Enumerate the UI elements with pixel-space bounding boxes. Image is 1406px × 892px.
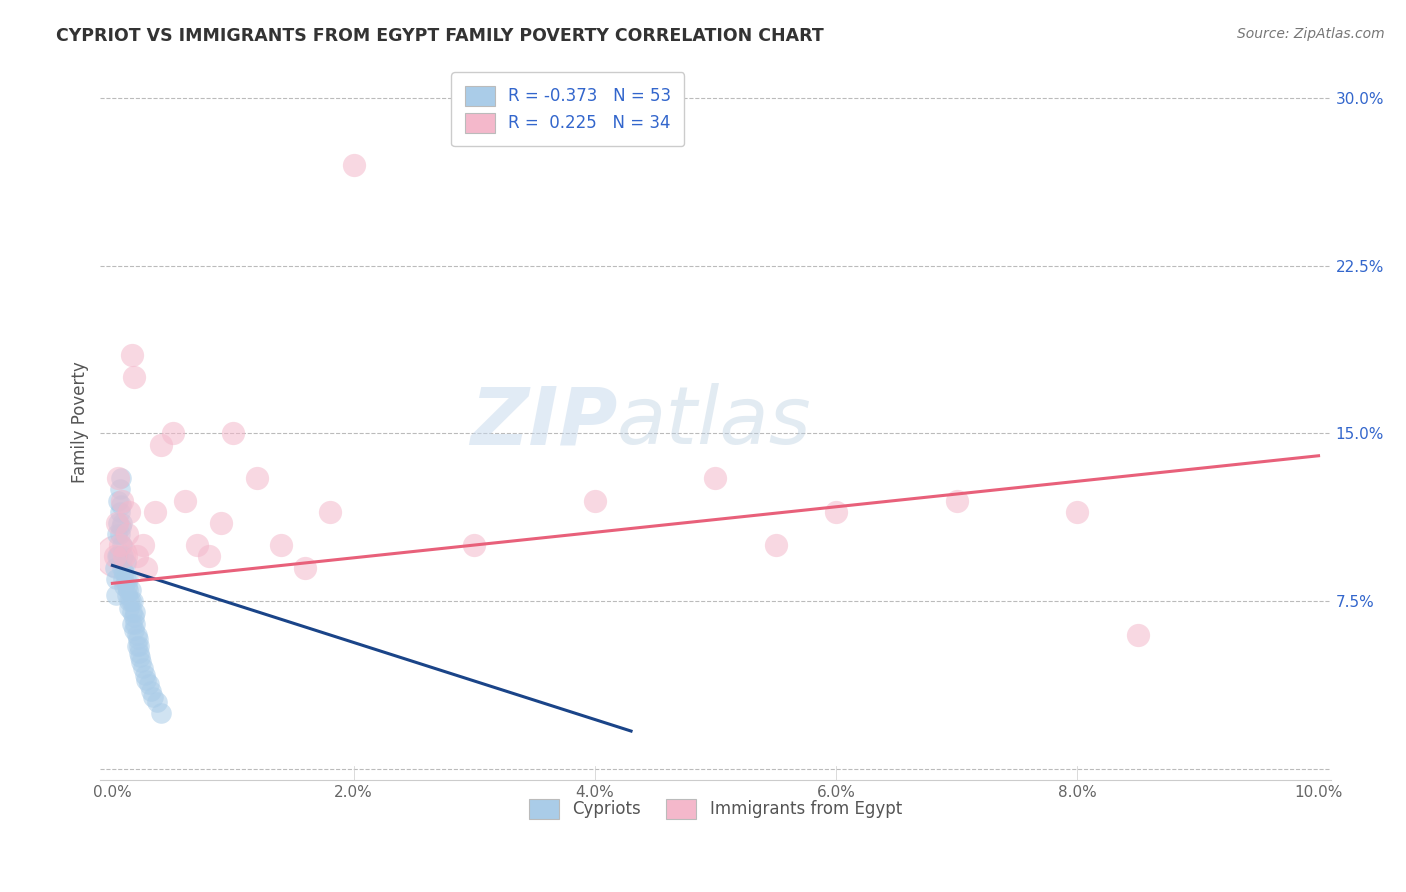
Point (149, 706, 172, 720)
Text: ZIP: ZIP (470, 384, 617, 461)
Point (143, 505, 166, 519)
Point (110, 520, 132, 534)
Point (463, 538, 485, 552)
Text: atlas: atlas (617, 384, 811, 461)
Point (114, 565, 136, 579)
Point (107, 549, 129, 564)
Point (117, 572, 139, 586)
Point (124, 606, 146, 620)
Point (1126, 628, 1149, 642)
Point (108, 483, 131, 497)
Point (135, 673, 157, 687)
Point (209, 516, 232, 530)
Text: CYPRIOT VS IMMIGRANTS FROM EGYPT FAMILY POVERTY CORRELATION CHART: CYPRIOT VS IMMIGRANTS FROM EGYPT FAMILY … (56, 27, 824, 45)
Point (134, 668, 156, 682)
Point (825, 505, 848, 519)
Point (115, 578, 138, 592)
Point (149, 437, 172, 451)
Point (111, 516, 134, 530)
Point (117, 582, 139, 597)
Point (105, 572, 128, 586)
Point (198, 549, 221, 564)
Point (105, 527, 128, 541)
Point (343, 158, 366, 172)
Point (135, 560, 157, 574)
Point (121, 606, 143, 620)
Point (131, 661, 153, 675)
Point (162, 426, 184, 441)
Point (107, 516, 129, 530)
Point (114, 549, 136, 564)
Point (118, 594, 141, 608)
Point (128, 639, 150, 653)
Point (105, 588, 128, 602)
Point (107, 471, 129, 485)
Point (270, 538, 292, 552)
Point (107, 493, 129, 508)
Point (120, 594, 142, 608)
Point (118, 601, 141, 615)
Point (186, 538, 208, 552)
Point (112, 572, 135, 586)
Point (111, 493, 134, 508)
Point (122, 624, 145, 638)
Point (105, 516, 128, 530)
Point (125, 549, 148, 564)
Point (104, 549, 127, 564)
Point (121, 348, 143, 362)
Point (105, 549, 128, 564)
Y-axis label: Family Poverty: Family Poverty (72, 361, 89, 483)
Point (146, 695, 169, 709)
Point (122, 610, 145, 624)
Point (122, 370, 145, 384)
Point (129, 650, 152, 665)
Point (111, 560, 134, 574)
Point (115, 588, 138, 602)
Point (765, 538, 787, 552)
Point (112, 549, 135, 564)
Point (104, 560, 127, 574)
Point (108, 538, 131, 552)
Point (120, 582, 142, 597)
Point (318, 505, 340, 519)
Point (105, 549, 128, 564)
Text: Source: ZipAtlas.com: Source: ZipAtlas.com (1237, 27, 1385, 41)
Legend: Cypriots, Immigrants from Egypt: Cypriots, Immigrants from Egypt (523, 792, 908, 826)
Point (131, 655, 153, 669)
Point (110, 471, 132, 485)
Point (127, 632, 149, 647)
Point (704, 471, 727, 485)
Point (246, 471, 269, 485)
Point (222, 426, 245, 441)
Point (131, 538, 153, 552)
Point (114, 572, 136, 586)
Point (125, 628, 148, 642)
Point (124, 616, 146, 631)
Point (108, 527, 131, 541)
Point (118, 505, 141, 519)
Point (110, 498, 132, 512)
Point (114, 578, 136, 592)
Point (125, 639, 148, 653)
Point (583, 493, 606, 508)
Point (139, 683, 162, 698)
Point (122, 594, 145, 608)
Point (294, 560, 316, 574)
Point (945, 493, 967, 508)
Point (128, 646, 150, 660)
Point (138, 677, 160, 691)
Point (121, 616, 143, 631)
Point (111, 538, 134, 552)
Point (173, 493, 195, 508)
Point (114, 556, 136, 570)
Point (142, 690, 165, 705)
Point (108, 505, 131, 519)
Point (1066, 505, 1088, 519)
Point (115, 527, 138, 541)
